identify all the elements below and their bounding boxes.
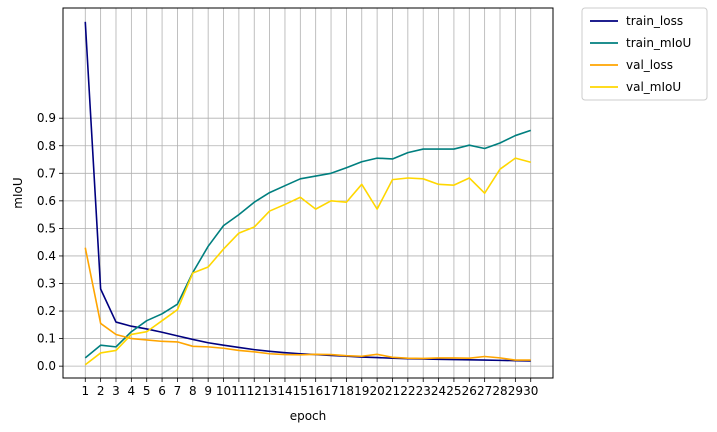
y-tick-label: 0.2: [37, 304, 56, 318]
x-axis-ticks: 1 2 3 4 5 6 7 8 9 10 11 12 13 14 15 16 17 18 19 20 21 22 23 24 2…: [81, 378, 538, 398]
x-tick-label: 11: [231, 384, 246, 398]
x-tick-label: 15: [293, 384, 308, 398]
x-tick-label: 25: [446, 384, 461, 398]
x-tick-label: 6: [158, 384, 166, 398]
plot-background: [63, 8, 553, 378]
x-tick-label: 27: [477, 384, 492, 398]
legend: train_loss train_mIoU val_loss val_mIoU: [581, 7, 708, 101]
y-tick-label: 0.4: [37, 249, 56, 263]
x-tick-label: 12: [247, 384, 262, 398]
series-lines: [84, 21, 531, 366]
y-axis-ticks: 0.0 0.1 0.2 0.3 0.4 0.5 0.6 0.7 0.8 0.9: [37, 111, 63, 373]
x-tick-label: 28: [492, 384, 507, 398]
series-line-val-loss: [84, 247, 531, 361]
legend-label: val_mIoU: [626, 80, 681, 94]
x-tick-label: 7: [174, 384, 182, 398]
x-tick-label: 8: [189, 384, 197, 398]
legend-frame: [581, 7, 708, 101]
x-tick-label: 5: [143, 384, 151, 398]
series-line-train-miou: [84, 129, 531, 359]
y-tick-label: 0.9: [37, 111, 56, 125]
legend-label: train_loss: [626, 14, 683, 28]
x-tick-label: 10: [216, 384, 231, 398]
x-tick-label: 22: [400, 384, 415, 398]
plot-frame: [62, 7, 554, 379]
y-tick-label: 0.6: [37, 194, 56, 208]
x-tick-label: 26: [462, 384, 477, 398]
x-axis-label: epoch: [290, 409, 327, 423]
x-tick-label: 30: [523, 384, 538, 398]
x-tick-label: 19: [354, 384, 369, 398]
x-tick-label: 1: [81, 384, 89, 398]
x-tick-label: 24: [431, 384, 446, 398]
x-tick-label: 20: [369, 384, 384, 398]
x-tick-label: 29: [508, 384, 523, 398]
x-tick-label: 2: [97, 384, 105, 398]
series-line-val-miou: [84, 157, 531, 366]
x-tick-label: 9: [204, 384, 212, 398]
y-axis-label: mIoU: [11, 177, 25, 208]
x-tick-label: 13: [262, 384, 277, 398]
y-tick-label: 0.5: [37, 221, 56, 235]
x-tick-label: 14: [277, 384, 292, 398]
legend-label: val_loss: [626, 58, 673, 72]
y-tick-label: 0.7: [37, 166, 56, 180]
y-tick-label: 0.0: [37, 359, 56, 373]
x-tick-label: 3: [112, 384, 120, 398]
x-tick-label: 21: [385, 384, 400, 398]
x-tick-label: 4: [128, 384, 136, 398]
x-tick-label: 18: [339, 384, 354, 398]
y-tick-label: 0.8: [37, 139, 56, 153]
legend-label: train_mIoU: [626, 36, 691, 50]
x-tick-label: 17: [323, 384, 338, 398]
x-tick-label: 16: [308, 384, 323, 398]
y-tick-label: 0.1: [37, 332, 56, 346]
y-tick-label: 0.3: [37, 277, 56, 291]
x-tick-label: 23: [416, 384, 431, 398]
